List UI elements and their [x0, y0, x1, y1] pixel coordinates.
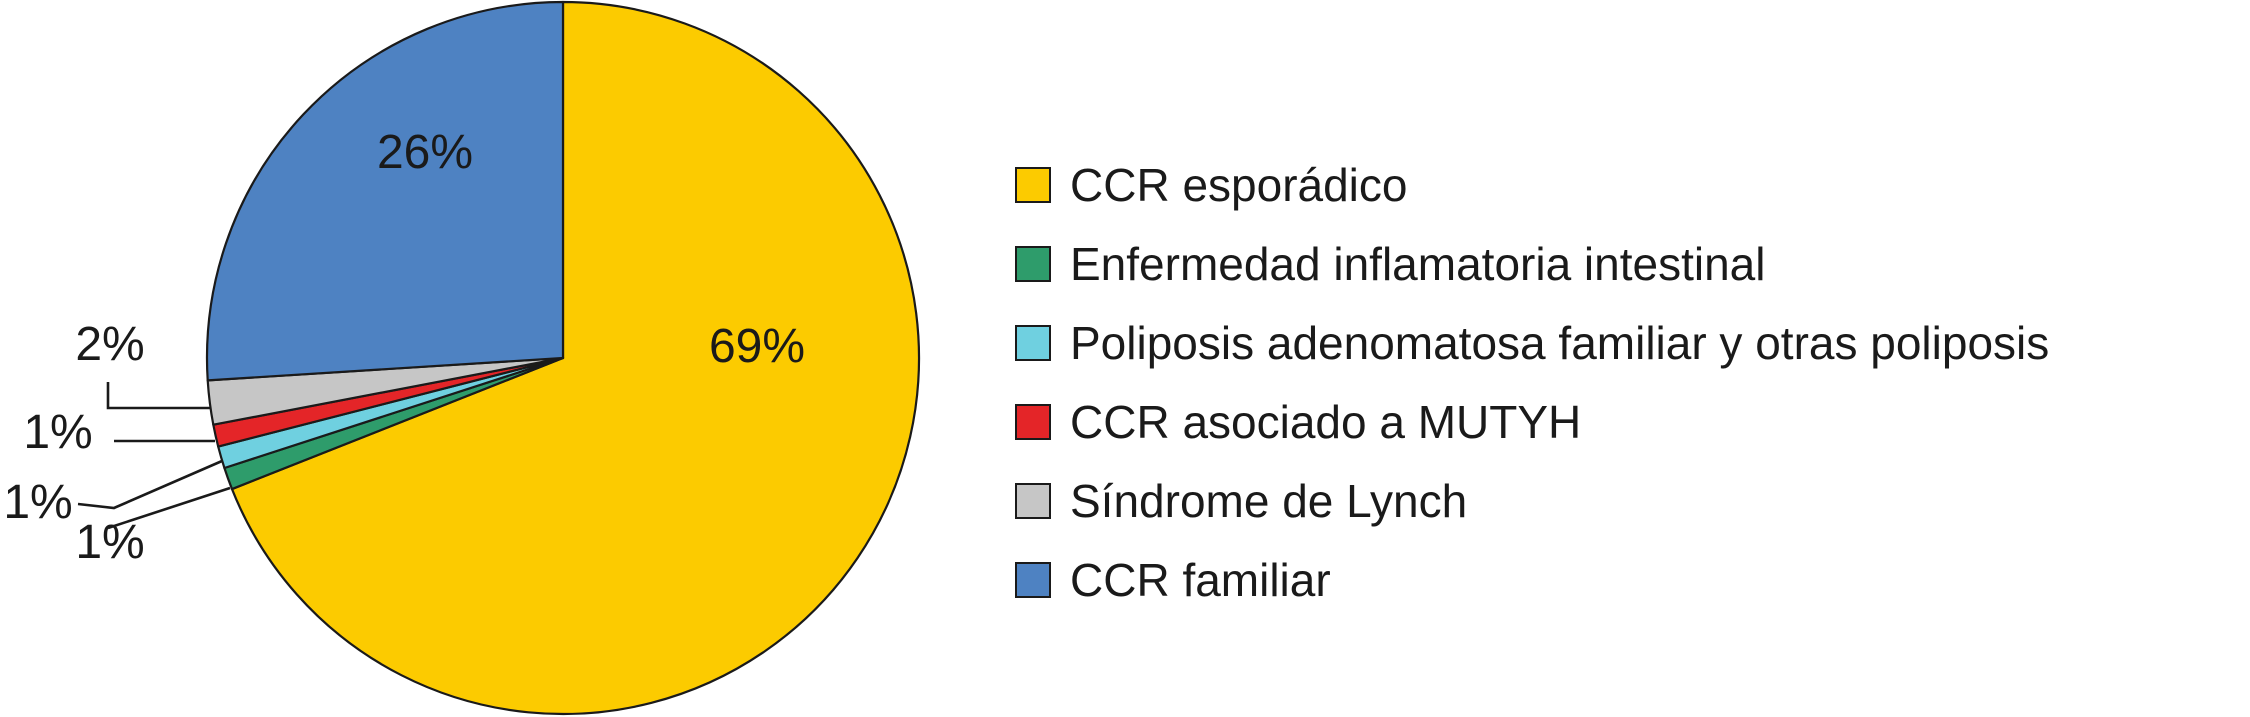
legend-swatch-sindrome-de-lynch: [1015, 483, 1051, 519]
data-label-enfermedad-inflamatoria-intestinal: 1%: [75, 516, 144, 569]
legend-swatch-ccr-asociado-a-mutyh: [1015, 404, 1051, 440]
pie-slices: [205, 0, 921, 716]
leader-lines: [77, 382, 231, 530]
pie-slice-ccr-esporadico: [230, 0, 921, 716]
data-label-ccr-asociado-a-mutyh: 1%: [23, 406, 92, 459]
legend-label-ccr-esporadico: CCR esporádico: [1070, 159, 1407, 211]
legend-swatch-enfermedad-inflamatoria-intestinal: [1015, 246, 1051, 282]
pie-slice-ccr-familiar: [205, 0, 565, 382]
legend-label-poliposis-adenomatosa-familiar-y-otras-poliposis: Poliposis adenomatosa familiar y otras p…: [1070, 317, 2049, 369]
data-label-sindrome-de-lynch: 2%: [75, 318, 144, 371]
legend-swatch-ccr-familiar: [1015, 562, 1051, 598]
leader-line-poliposis-adenomatosa-familiar-y-otras-poliposis: [77, 459, 223, 510]
legend-label-sindrome-de-lynch: Síndrome de Lynch: [1070, 475, 1467, 527]
data-labels: 69%1%1%1%2%26%: [3, 126, 805, 569]
leader-line-sindrome-de-lynch: [106, 382, 210, 410]
data-label-poliposis-adenomatosa-familiar-y-otras-poliposis: 1%: [3, 476, 72, 529]
legend-label-ccr-familiar: CCR familiar: [1070, 554, 1331, 606]
data-label-ccr-familiar: 26%: [377, 126, 473, 179]
legend: CCR esporádico Enfermedad inflamatoria in…: [1015, 159, 2049, 606]
legend-label-enfermedad-inflamatoria-intestinal: Enfermedad inflamatoria intestinal: [1070, 238, 1765, 290]
legend-label-ccr-asociado-a-mutyh: CCR asociado a MUTYH: [1070, 396, 1581, 448]
data-label-ccr-esporadico: 69%: [709, 320, 805, 373]
leader-line-enfermedad-inflamatoria-intestinal: [107, 486, 231, 530]
legend-swatch-poliposis-adenomatosa-familiar-y-otras-poliposis: [1015, 325, 1051, 361]
legend-swatch-ccr-esporadico: [1015, 167, 1051, 203]
